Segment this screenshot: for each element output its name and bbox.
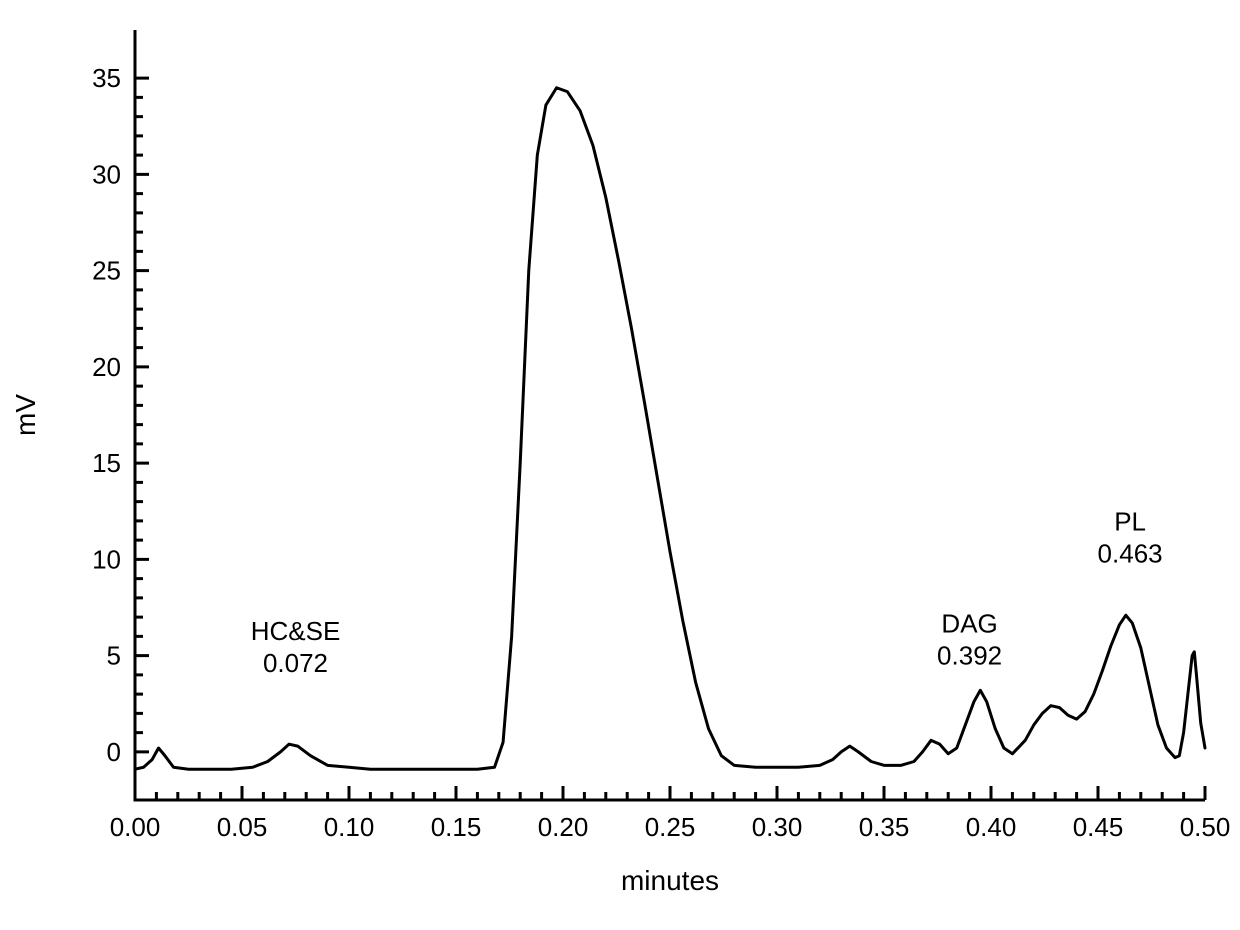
x-axis-label: minutes	[621, 865, 719, 896]
y-tick-label: 35	[92, 63, 121, 93]
chromatogram-chart: 0.00 0.05 0.10 0.15 0.20 0.25 0.30 0.35 0.40 0.45…	[0, 0, 1240, 930]
x-tick-label: 0.15	[431, 812, 482, 842]
chart-svg: 0.00 0.05 0.10 0.15 0.20 0.25 0.30 0.35 0.40 0.45…	[0, 0, 1240, 930]
x-tick-label: 0.00	[110, 812, 161, 842]
y-tick-label: 15	[92, 448, 121, 478]
x-tick-label: 0.40	[966, 812, 1017, 842]
peak-rt-label: 0.072	[263, 648, 328, 678]
y-tick-label: 20	[92, 352, 121, 382]
y-tick-label: 25	[92, 256, 121, 286]
peak-name-label: HC&SE	[251, 616, 341, 646]
x-tick-label: 0.50	[1180, 812, 1231, 842]
x-tick-label: 0.30	[752, 812, 803, 842]
y-tick-label: 0	[107, 737, 121, 767]
x-tick-label: 0.05	[217, 812, 268, 842]
x-tick-label: 0.45	[1073, 812, 1124, 842]
peak-rt-label: 0.392	[937, 641, 1002, 671]
y-tick-label: 5	[107, 641, 121, 671]
y-tick-label: 10	[92, 544, 121, 574]
x-tick-label: 0.20	[538, 812, 589, 842]
peak-rt-label: 0.463	[1098, 539, 1163, 569]
x-tick-label: 0.25	[645, 812, 696, 842]
x-tick-label: 0.35	[859, 812, 910, 842]
y-tick-label: 30	[92, 159, 121, 189]
peak-name-label: DAG	[941, 609, 997, 639]
y-axis-label: mV	[10, 394, 41, 436]
peak-name-label: PL	[1114, 507, 1146, 537]
x-tick-label: 0.10	[324, 812, 375, 842]
